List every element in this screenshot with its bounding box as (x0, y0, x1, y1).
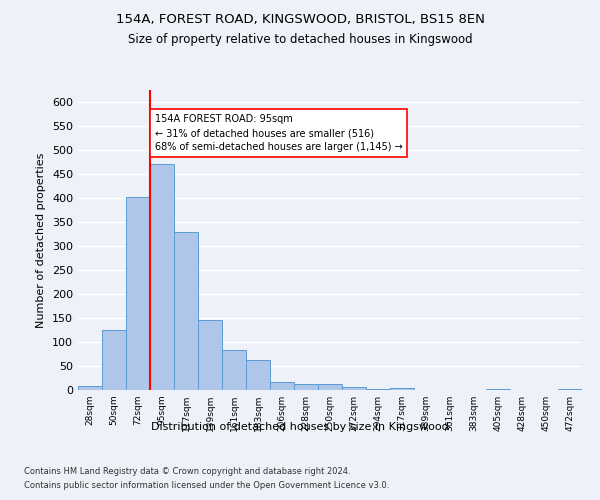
Bar (126, 196, 150, 390)
Bar (366, 388, 390, 390)
Bar (558, 388, 582, 390)
Bar (294, 384, 318, 390)
Bar (78, 386, 102, 390)
Bar (102, 330, 126, 390)
Bar (174, 232, 198, 390)
Bar (318, 384, 342, 390)
Bar (486, 388, 510, 390)
Text: Size of property relative to detached houses in Kingswood: Size of property relative to detached ho… (128, 32, 472, 46)
Text: Contains HM Land Registry data © Crown copyright and database right 2024.: Contains HM Land Registry data © Crown c… (24, 468, 350, 476)
Y-axis label: Number of detached properties: Number of detached properties (37, 152, 46, 328)
Text: 154A FOREST ROAD: 95sqm
← 31% of detached houses are smaller (516)
68% of semi-d: 154A FOREST ROAD: 95sqm ← 31% of detache… (155, 114, 403, 152)
Bar (150, 164, 174, 390)
Text: Distribution of detached houses by size in Kingswood: Distribution of detached houses by size … (151, 422, 449, 432)
Text: Contains public sector information licensed under the Open Government Licence v3: Contains public sector information licen… (24, 481, 389, 490)
Bar (342, 387, 366, 390)
Bar (198, 320, 222, 390)
Bar (246, 360, 270, 390)
Bar (270, 382, 294, 390)
Bar (222, 350, 246, 390)
Bar (390, 388, 414, 390)
Text: 154A, FOREST ROAD, KINGSWOOD, BRISTOL, BS15 8EN: 154A, FOREST ROAD, KINGSWOOD, BRISTOL, B… (116, 12, 484, 26)
